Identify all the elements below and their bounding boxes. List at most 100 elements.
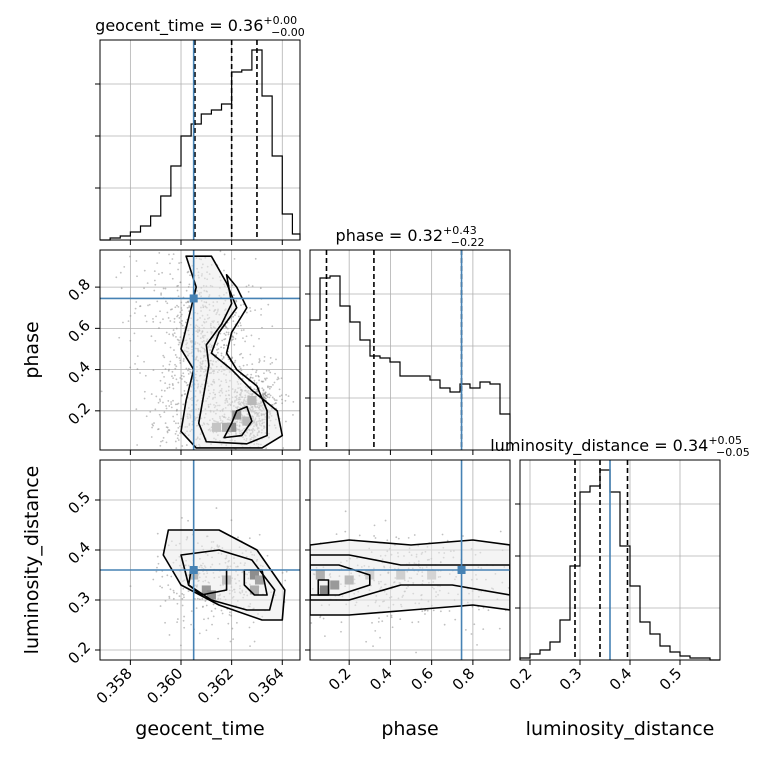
- panel-geocent_time-vs-phase-sample: [136, 275, 138, 278]
- panel-geocent_time-vs-phase-sample: [216, 342, 219, 345]
- ytick-label-phase-1: 0.4: [64, 358, 94, 388]
- panel-geocent_time-vs-phase-sample: [143, 360, 145, 363]
- panel-geocent_time-vs-phase-sample: [251, 285, 254, 288]
- panel-geocent_time-vs-phase-sample: [237, 315, 240, 318]
- panel-geocent_time-vs-phase-sample: [223, 344, 225, 347]
- panel-geocent_time-vs-phase-sample: [232, 294, 235, 297]
- panel-geocent_time-vs-phase-sample: [159, 379, 162, 382]
- panel-geocent_time-vs-phase-sample: [179, 452, 181, 454]
- panel-geocent_time-vs-luminosity_distance-sample: [179, 644, 182, 647]
- panel-geocent_time-vs-phase-sample: [207, 453, 209, 455]
- panel-geocent_time-vs-phase-sample: [219, 250, 222, 253]
- panel-geocent_time-vs-luminosity_distance-sample: [170, 575, 173, 578]
- xtick-label-phase-2: 0.6: [407, 664, 437, 694]
- panel-geocent_time-vs-phase-sample: [180, 417, 183, 420]
- panel-geocent_time-vs-luminosity_distance-sample: [249, 645, 251, 648]
- panel-geocent_time-vs-phase-sample: [239, 322, 242, 324]
- panel-geocent_time-vs-phase-sample: [273, 398, 276, 400]
- panel-geocent_time-vs-phase-sample: [264, 391, 267, 394]
- panel-geocent_time-vs-phase-sample: [168, 363, 171, 366]
- panel-geocent_time-vs-phase-sample: [166, 311, 169, 314]
- panel-geocent_time-vs-phase-sample: [225, 331, 228, 334]
- panel-geocent_time-vs-phase-sample: [182, 465, 184, 467]
- panel-geocent_time-vs-phase-sample: [152, 320, 155, 323]
- panel-geocent_time-vs-luminosity_distance-sample: [182, 594, 185, 596]
- ytick-label-phase-3: 0.8: [64, 275, 94, 305]
- panel-geocent_time-vs-phase-contour-2: [223, 405, 253, 439]
- panel-phase-vs-luminosity_distance-sample: [499, 530, 502, 533]
- panel-geocent_time-vs-luminosity_distance-sample: [181, 604, 184, 607]
- panel-geocent_time-vs-phase-sample: [292, 400, 295, 403]
- panel-geocent_time-vs-luminosity_distance-sample: [176, 621, 179, 624]
- panel-phase-vs-luminosity_distance-sample: [464, 628, 467, 631]
- panel-geocent_time-vs-phase-sample: [185, 467, 187, 469]
- panel-geocent_time-vs-luminosity_distance-sample: [198, 598, 201, 601]
- panel-geocent_time-vs-phase-sample: [154, 283, 157, 286]
- panel-geocent_time-vs-phase-sample: [221, 358, 224, 361]
- panel-geocent_time-vs-phase-sample: [187, 367, 190, 370]
- panel-geocent_time-vs-phase-sample: [164, 287, 167, 290]
- xtick-label-geocent_time-1: 0.360: [143, 664, 186, 707]
- panel-geocent_time-vs-luminosity_distance-sample: [258, 533, 261, 536]
- panel-geocent_time-vs-phase-sample: [232, 336, 235, 339]
- panel-geocent_time-vs-phase-sample: [171, 258, 174, 260]
- panel-geocent_time-vs-phase-sample: [210, 481, 212, 483]
- panel-geocent_time-vs-phase-sample: [156, 262, 159, 264]
- panel-geocent_time-vs-luminosity_distance-sample: [182, 587, 185, 590]
- panel-geocent_time-vs-phase-sample: [269, 363, 272, 365]
- panel-geocent_time-vs-phase-sample: [183, 304, 185, 307]
- panel-geocent_time-vs-phase-sample: [222, 347, 225, 349]
- panel-geocent_time-vs-phase-sample: [181, 320, 183, 322]
- panel-geocent_time-vs-phase-sample: [211, 468, 213, 470]
- panel-geocent_time-vs-phase-sample: [158, 252, 161, 254]
- panel-geocent_time-vs-phase-sample: [217, 351, 219, 354]
- panel-geocent_time-vs-phase-sample: [220, 346, 223, 349]
- panel-geocent_time-vs-phase-sample: [177, 439, 180, 441]
- panel-geocent_time-vs-phase-sample: [261, 387, 264, 390]
- panel-geocent_time-vs-phase-sample: [176, 304, 178, 307]
- panel-phase-vs-luminosity_distance-sample: [478, 608, 480, 611]
- panel-geocent_time-vs-phase-sample: [264, 392, 266, 395]
- panel-geocent_time-vs-phase-sample: [136, 355, 139, 358]
- yaxis-label-phase: phase: [21, 321, 43, 378]
- panel-geocent_time-vs-phase-sample: [239, 324, 242, 327]
- panel-geocent_time-vs-phase-sample: [249, 310, 252, 313]
- panel-geocent_time-vs-phase-sample: [163, 356, 166, 359]
- panel-geocent_time-vs-phase-sample: [223, 269, 225, 272]
- panel-geocent_time-vs-phase-sample: [174, 440, 177, 443]
- panel-geocent_time-vs-phase-sample: [199, 480, 201, 482]
- panel-geocent_time-vs-phase-sample: [129, 339, 132, 342]
- panel-geocent_time-vs-phase-sample: [178, 339, 180, 342]
- panel-geocent_time-vs-phase-sample: [153, 270, 156, 273]
- panel-geocent_time-vs-phase-sample: [233, 361, 236, 364]
- panel-phase-vs-luminosity_distance-sample: [424, 613, 426, 615]
- panel-geocent_time-vs-luminosity_distance-sample: [198, 632, 201, 635]
- panel-geocent_time-vs-phase-sample: [183, 457, 185, 459]
- panel-phase-vs-luminosity_distance-sample: [413, 534, 416, 536]
- panel-geocent_time-vs-luminosity_distance-sample: [175, 592, 178, 595]
- panel-phase-vs-luminosity_distance-sample: [482, 606, 485, 609]
- panel-geocent_time-vs-phase-sample: [175, 409, 178, 412]
- panel-geocent_time-vs-phase-sample: [216, 348, 218, 351]
- panel-geocent_time-vs-luminosity_distance-sample: [205, 604, 208, 607]
- panel-phase-vs-luminosity_distance-sample: [454, 618, 457, 621]
- panel-geocent_time-vs-phase-sample: [179, 362, 182, 364]
- panel-geocent_time-vs-phase-sample: [135, 260, 138, 262]
- panel-geocent_time-vs-luminosity_distance-sample: [204, 600, 207, 602]
- panel-phase-vs-luminosity_distance-sample: [423, 609, 426, 612]
- panel-geocent_time-vs-phase-sample: [279, 395, 281, 398]
- panel-phase-vs-luminosity_distance-sample: [381, 620, 384, 623]
- panel-geocent_time-vs-phase-sample: [163, 411, 166, 414]
- panel-geocent_time-vs-phase-sample: [220, 354, 223, 357]
- panel-geocent_time-vs-phase-sample: [270, 385, 273, 388]
- panel-phase-vs-luminosity_distance-sample: [340, 621, 343, 624]
- panel-geocent_time-vs-phase-sample: [242, 364, 245, 367]
- panel-geocent_time-vs-phase-sample: [169, 273, 172, 276]
- panel-geocent_time-vs-luminosity_distance-sample: [221, 612, 224, 615]
- panel-geocent_time-vs-phase-sample: [274, 402, 277, 405]
- panel-geocent_time-vs-phase-sample: [242, 303, 245, 306]
- panel-geocent_time-vs-phase-sample: [160, 440, 162, 443]
- panel-geocent_time-vs-phase-sample: [165, 407, 168, 410]
- panel-geocent_time-vs-phase-sample: [234, 314, 236, 316]
